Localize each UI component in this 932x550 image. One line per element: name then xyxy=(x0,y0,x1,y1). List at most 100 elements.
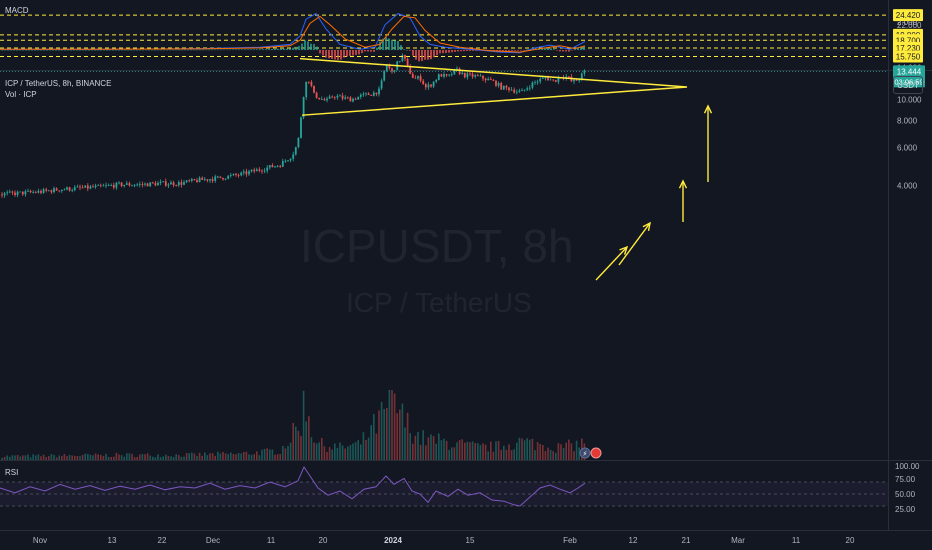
volume-bar xyxy=(557,443,560,460)
macd-histogram-bar xyxy=(517,50,519,51)
volume-bar xyxy=(74,455,76,460)
candle-body xyxy=(313,85,315,93)
macd-histogram-bar xyxy=(226,49,228,51)
time-label-Mar: Mar xyxy=(731,536,745,545)
candle-body xyxy=(32,192,35,193)
candle-body xyxy=(162,181,165,183)
candle-body xyxy=(466,73,469,78)
volume-bar xyxy=(456,442,458,460)
candle-body xyxy=(107,185,110,186)
candle-body xyxy=(362,93,365,95)
macd-histogram-bar xyxy=(40,50,42,51)
candle-body xyxy=(448,74,451,76)
volume-bar xyxy=(435,443,437,460)
candle-body xyxy=(354,98,357,100)
candle-body xyxy=(188,180,191,182)
volume-bar xyxy=(422,430,424,460)
candle-body xyxy=(219,176,222,178)
candle-body xyxy=(19,191,22,193)
candle-body xyxy=(258,169,261,171)
volume-bar xyxy=(63,454,66,460)
volume-bar xyxy=(261,449,263,460)
candle-body xyxy=(8,191,11,193)
volume-bar xyxy=(94,453,97,460)
candle-body xyxy=(456,68,458,70)
candle-body xyxy=(352,98,354,102)
volume-bar xyxy=(341,445,344,460)
lightning-icon xyxy=(579,447,591,459)
macd-histogram-bar xyxy=(187,49,189,51)
volume-bar xyxy=(375,433,378,460)
candle-body xyxy=(440,74,443,77)
candle-body xyxy=(11,191,14,193)
volume-bar xyxy=(419,444,422,460)
lightning-glyph: ⚡ xyxy=(583,450,588,458)
volume-bar xyxy=(27,454,29,460)
volume-bar xyxy=(287,445,289,460)
candle-body xyxy=(453,69,456,75)
candle-body xyxy=(34,192,37,193)
candle-body xyxy=(510,89,513,91)
macd-histogram-bar xyxy=(439,50,441,54)
candle-body xyxy=(443,74,445,77)
macd-histogram-bar xyxy=(493,50,495,51)
candle-body xyxy=(84,185,87,188)
time-label-22: 22 xyxy=(158,536,167,545)
macd-histogram-bar xyxy=(19,50,21,51)
candle-body xyxy=(430,84,432,87)
currency-button[interactable]: USDT xyxy=(893,76,923,94)
macd-histogram-bar xyxy=(280,48,282,50)
candle-body xyxy=(489,78,492,81)
candle-body xyxy=(450,74,453,76)
candle-body xyxy=(21,191,24,195)
macd-histogram-bar xyxy=(169,49,171,51)
candle-body xyxy=(326,98,328,101)
macd-histogram-bar xyxy=(37,50,39,51)
macd-histogram-bar xyxy=(1,50,3,51)
candle-body xyxy=(305,81,308,98)
candle-body xyxy=(552,79,555,81)
candle-body xyxy=(279,165,282,167)
candle-body xyxy=(310,81,313,86)
candle-body xyxy=(300,117,302,138)
macd-histogram-bar xyxy=(100,49,102,51)
macd-histogram-bar xyxy=(547,47,549,50)
candle-body xyxy=(565,76,568,78)
candle-body xyxy=(508,87,510,91)
volume-bar xyxy=(68,454,71,460)
macd-histogram-bar xyxy=(79,50,81,51)
candle-body xyxy=(461,72,464,74)
macd-histogram-bar xyxy=(346,50,348,57)
volume-bar xyxy=(453,447,456,460)
macd-histogram-bar xyxy=(553,49,555,50)
candle-body xyxy=(544,77,547,79)
macd-histogram-bar xyxy=(373,50,375,52)
macd-histogram-bar xyxy=(451,50,453,53)
macd-label: MACD xyxy=(5,6,29,15)
candle-body xyxy=(536,81,539,83)
candle-body xyxy=(315,92,318,98)
volume-bar xyxy=(440,440,443,460)
volume-bar xyxy=(206,455,209,460)
volume-bar xyxy=(534,450,536,460)
volume-bar xyxy=(560,444,562,460)
volume-bar xyxy=(269,449,271,460)
volume-bar xyxy=(526,438,528,460)
volume-bar xyxy=(367,437,370,460)
macd-histogram-bar xyxy=(298,46,300,50)
candle-body xyxy=(172,182,175,186)
volume-bar xyxy=(16,454,19,460)
macd-histogram-bar xyxy=(157,49,159,51)
macd-histogram-bar xyxy=(433,50,435,58)
candle-body xyxy=(518,90,521,92)
macd-histogram-bar xyxy=(145,49,147,51)
candle-body xyxy=(547,77,549,81)
volume-bar xyxy=(217,451,219,460)
candle-body xyxy=(115,182,118,188)
candle-body xyxy=(45,189,48,191)
candle-body xyxy=(47,190,50,192)
candle-body xyxy=(40,190,42,193)
volume-bar xyxy=(427,437,430,460)
volume-bar xyxy=(542,445,544,460)
